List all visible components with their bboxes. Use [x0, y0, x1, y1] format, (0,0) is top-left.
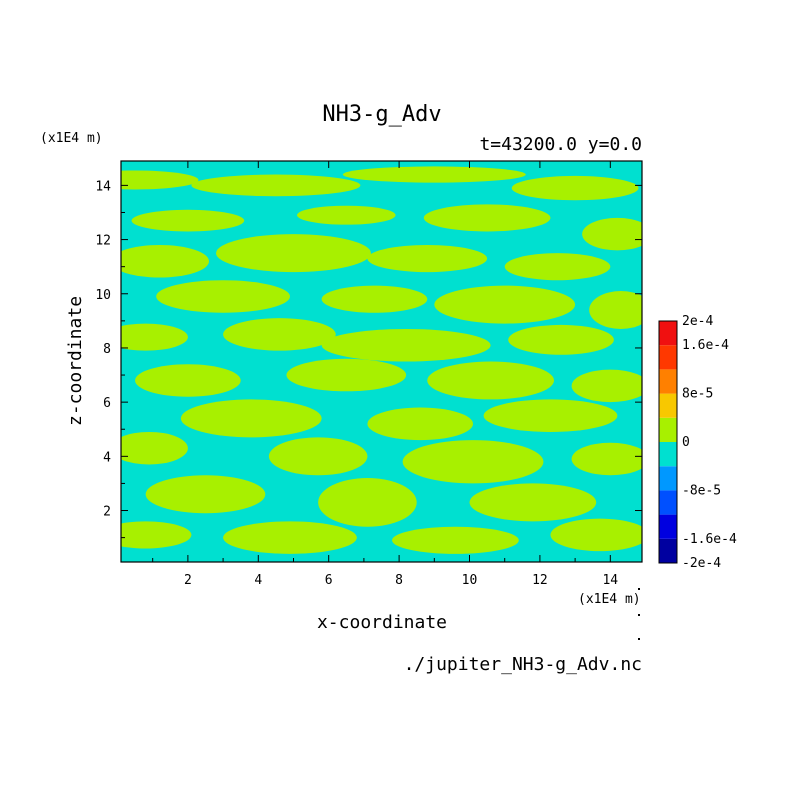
colorbar-label: 2e-4 [682, 314, 713, 329]
contour-region [571, 369, 642, 403]
x-tick-label: 12 [532, 573, 548, 588]
y-axis-label: z-coordinate [65, 296, 86, 426]
y-tick-label: 6 [103, 396, 111, 411]
contour-region [550, 518, 642, 552]
plot-area: 2 4 6 8 10 12 14 2 4 6 8 10 12 14 [95, 160, 643, 588]
contour-region [268, 437, 368, 476]
y-tick-label: 4 [103, 450, 111, 465]
contour-region [145, 475, 266, 514]
plot-frame [120, 160, 643, 563]
chart-title: NH3-g_Adv [322, 102, 441, 127]
contour-region [131, 209, 245, 232]
contour-region [571, 442, 642, 476]
colorbar-swatch [659, 442, 677, 467]
colorbar-label: -2e-4 [682, 556, 721, 571]
contour-region [286, 358, 407, 392]
colorbar-swatch [659, 321, 677, 346]
colorbar-swatch [659, 393, 677, 418]
x-tick-label: 4 [254, 573, 262, 588]
colorbar-label: -1.6e-4 [682, 532, 737, 547]
contour-region [367, 244, 488, 273]
y-unit-label: (x1E4 m) [40, 131, 103, 146]
contour-region [483, 399, 618, 432]
contour-region [434, 285, 576, 324]
contour-region [121, 170, 199, 190]
contour-region [121, 323, 188, 351]
y-tick-label: 12 [95, 234, 111, 249]
colorbar-swatch [659, 345, 677, 370]
colorbar-label: -8e-5 [682, 483, 721, 498]
contour-region [216, 234, 371, 273]
chart-subtitle: t=43200.0 y=0.0 [479, 134, 642, 155]
contour-region [589, 291, 642, 329]
contour-region [121, 244, 209, 278]
contour-region [392, 526, 519, 554]
colorbar-swatch [659, 369, 677, 394]
contour-region [423, 204, 551, 232]
x-axis: 2 4 6 8 10 12 14 [152, 161, 618, 588]
x-tick-label: 6 [325, 573, 333, 588]
colorbar-swatch [659, 538, 677, 563]
colorbar-frame [658, 320, 678, 564]
contour-region [223, 521, 357, 554]
x-tick-label: 14 [602, 573, 618, 588]
y-tick-label: 2 [103, 505, 111, 520]
contour-region [321, 328, 491, 362]
contour-region [223, 318, 336, 351]
colorbar-swatch [659, 490, 677, 515]
contour-region [427, 361, 554, 400]
colorbar-swatch [659, 417, 677, 442]
x-axis-label: x-coordinate [317, 612, 447, 633]
contour-region [342, 166, 526, 183]
colorbar-label: 0 [682, 435, 690, 450]
x-tick-label: 10 [462, 573, 478, 588]
contour-region [504, 253, 611, 281]
x-tick-label: 2 [184, 573, 192, 588]
contour-region [191, 174, 361, 197]
contour-region [318, 478, 417, 527]
contour-region [508, 324, 614, 355]
contour-region [180, 399, 322, 438]
contour-region [321, 285, 428, 313]
y-axis: 2 4 6 8 10 12 14 [95, 179, 642, 539]
contour-region [511, 175, 639, 201]
y-tick-label: 14 [95, 179, 111, 194]
colorbar-swatch [659, 514, 677, 539]
colorbar-label: 8e-5 [682, 387, 713, 402]
corner-marks [638, 588, 640, 640]
y-tick-label: 8 [103, 342, 111, 357]
contour-region [469, 483, 597, 522]
contour-region [402, 440, 544, 484]
contour-region [297, 205, 396, 225]
contour-region [367, 407, 474, 441]
colorbar-label: 1.6e-4 [682, 338, 729, 353]
contour-region [156, 280, 290, 313]
colorbar-swatch [659, 466, 677, 491]
x-tick-label: 8 [395, 573, 403, 588]
contour-region [121, 431, 188, 465]
contour-region [135, 364, 241, 397]
source-file-label: ./jupiter_NH3-g_Adv.nc [404, 654, 642, 675]
contour-region [582, 217, 642, 251]
contour-region [121, 521, 192, 549]
x-unit-label: (x1E4 m) [578, 592, 641, 607]
y-tick-label: 10 [95, 288, 111, 303]
colorbar: 2e-4 1.6e-4 8e-5 0 -8e-5 -1.6e-4 -2e-4 [658, 314, 737, 571]
contour-regions [121, 166, 642, 554]
